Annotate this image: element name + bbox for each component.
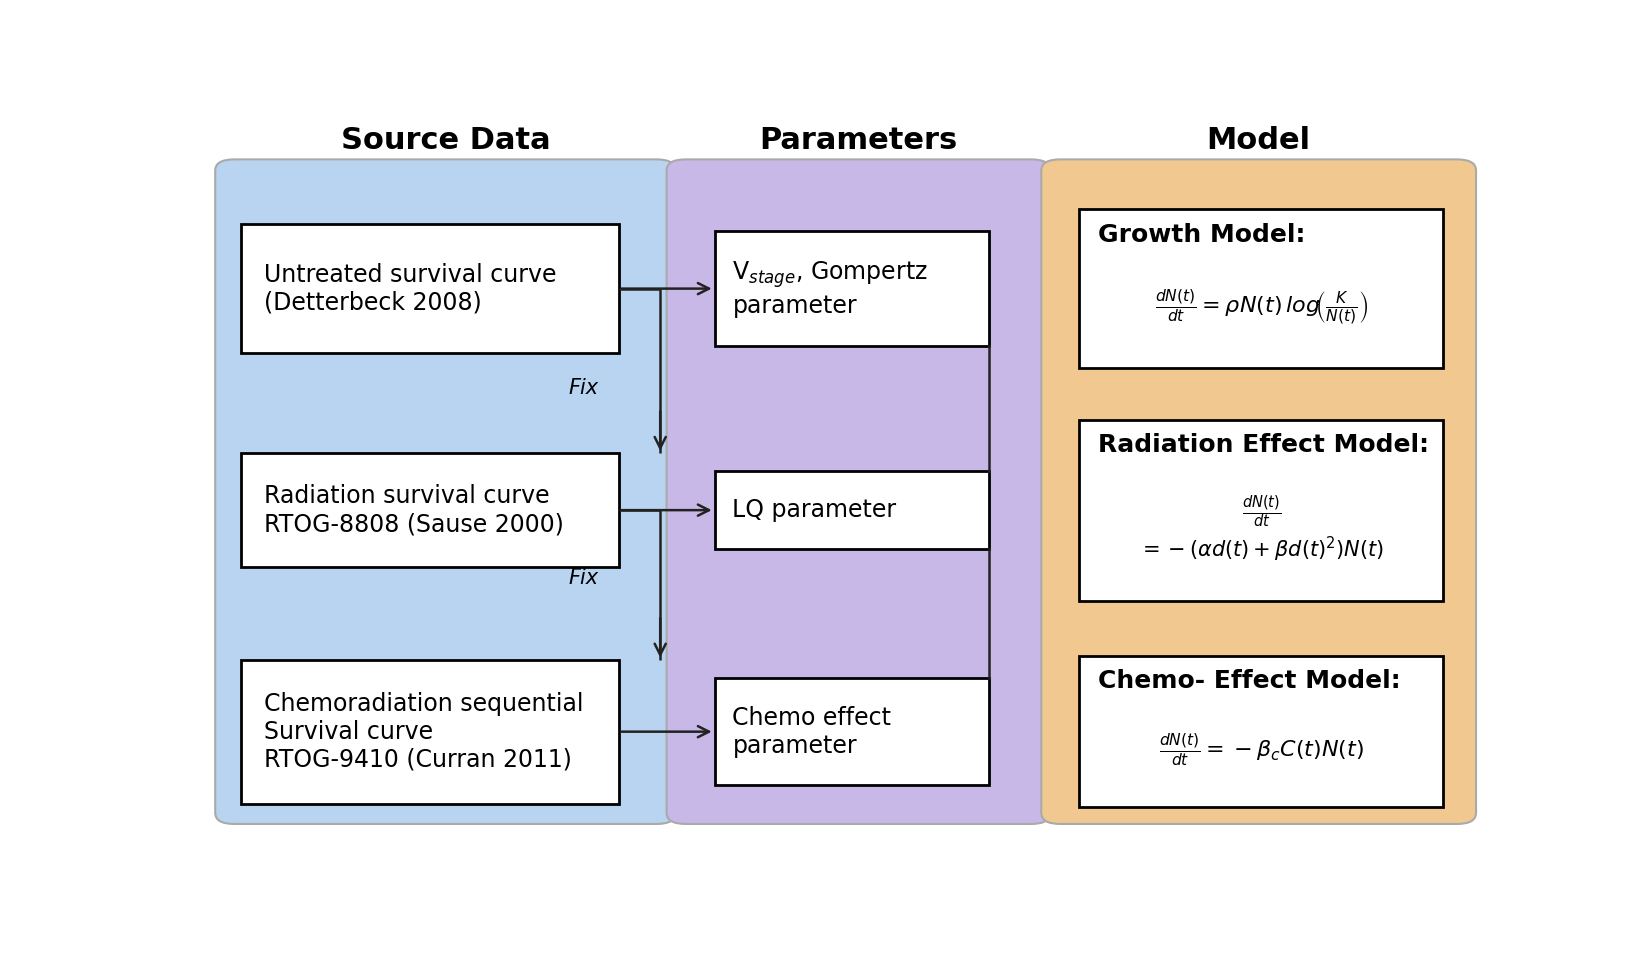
Text: Chemoradiation sequential
Survival curve
RTOG-9410 (Curran 2011): Chemoradiation sequential Survival curve… [264, 691, 584, 771]
Bar [714, 678, 990, 785]
Bar [1079, 656, 1444, 807]
Text: $\frac{dN(t)}{dt} = \rho N(t)\,log\!\left(\frac{K}{N(t)}\right)$: $\frac{dN(t)}{dt} = \rho N(t)\,log\!\lef… [1155, 287, 1368, 327]
FancyBboxPatch shape [1041, 159, 1477, 824]
Text: Parameters: Parameters [759, 127, 957, 155]
Bar [714, 472, 990, 549]
Bar [714, 231, 990, 346]
Text: V$_{stage}$, Gompertz
parameter: V$_{stage}$, Gompertz parameter [733, 259, 929, 317]
Text: Source Data: Source Data [340, 127, 549, 155]
Bar [241, 224, 619, 353]
Bar [1079, 209, 1444, 368]
Text: $\frac{dN(t)}{dt}$
$= -(\alpha d(t) + \beta d(t)^2)N(t)$: $\frac{dN(t)}{dt}$ $= -(\alpha d(t) + \b… [1138, 494, 1384, 564]
Text: Fix: Fix [568, 378, 599, 398]
Text: LQ parameter: LQ parameter [733, 498, 896, 522]
Text: Chemo effect
parameter: Chemo effect parameter [733, 706, 891, 758]
Text: Chemo- Effect Model:: Chemo- Effect Model: [1099, 669, 1401, 693]
Text: $\frac{dN(t)}{dt} = -\beta_c C(t)N(t)$: $\frac{dN(t)}{dt} = -\beta_c C(t)N(t)$ [1158, 732, 1363, 769]
Text: Radiation Effect Model:: Radiation Effect Model: [1099, 433, 1429, 457]
Bar [241, 453, 619, 568]
Text: Untreated survival curve
(Detterbeck 2008): Untreated survival curve (Detterbeck 200… [264, 263, 558, 315]
FancyBboxPatch shape [667, 159, 1049, 824]
Text: Radiation survival curve
RTOG-8808 (Sause 2000): Radiation survival curve RTOG-8808 (Saus… [264, 484, 564, 536]
FancyBboxPatch shape [214, 159, 675, 824]
Text: Growth Model:: Growth Model: [1099, 222, 1305, 246]
Bar [241, 660, 619, 804]
Text: Fix: Fix [568, 568, 599, 588]
Bar [1079, 420, 1444, 600]
Text: Model: Model [1206, 127, 1310, 155]
